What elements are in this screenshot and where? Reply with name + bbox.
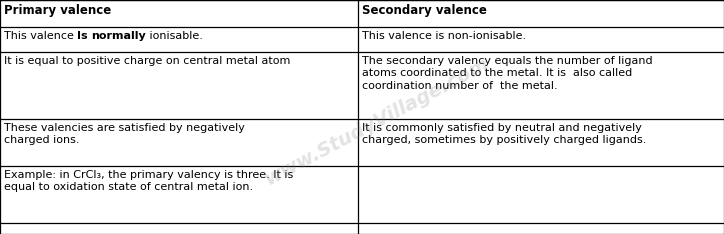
Text: It is commonly satisfied by neutral and negatively
charged, sometimes by positiv: It is commonly satisfied by neutral and … (362, 123, 646, 145)
Text: Example: in CrCl₃, the primary valency is three. It is
equal to oxidation state : Example: in CrCl₃, the primary valency i… (4, 170, 293, 192)
Text: The secondary valency equals the number of ligand
atoms coordinated to the metal: The secondary valency equals the number … (362, 56, 652, 91)
Text: www.StudyVillage.com: www.StudyVillage.com (261, 54, 492, 189)
Text: This valence is non-ionisable.: This valence is non-ionisable. (362, 31, 526, 41)
Text: ionisable.: ionisable. (146, 31, 203, 41)
Text: It is equal to positive charge on central metal atom: It is equal to positive charge on centra… (4, 56, 290, 66)
Text: These valencies are satisfied by negatively
charged ions.: These valencies are satisfied by negativ… (4, 123, 245, 145)
Text: normally: normally (91, 31, 146, 41)
Text: This valence: This valence (4, 31, 77, 41)
Text: Secondary valence: Secondary valence (362, 4, 487, 17)
Text: Primary valence: Primary valence (4, 4, 111, 17)
Text: Is: Is (77, 31, 88, 41)
